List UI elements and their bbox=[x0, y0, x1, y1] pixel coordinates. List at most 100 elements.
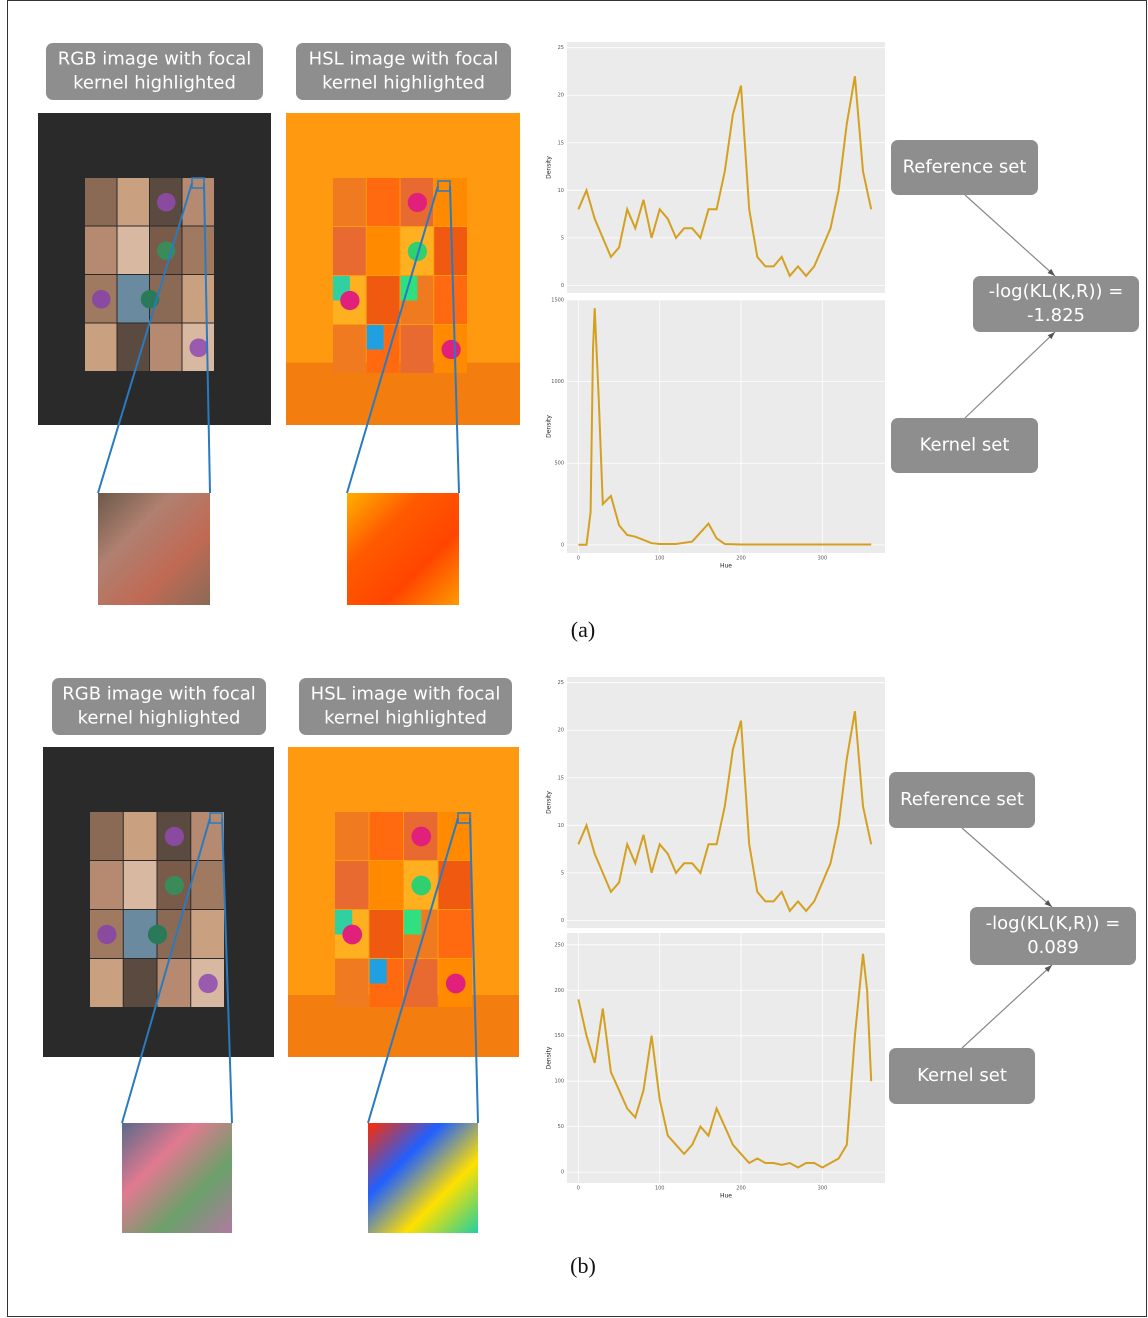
chip bbox=[198, 974, 217, 993]
y-tick-label: 250 bbox=[554, 942, 564, 948]
label-text: kernel highlighted bbox=[78, 708, 241, 729]
hsl-cell bbox=[333, 227, 366, 275]
y-tick-label: 1000 bbox=[551, 379, 564, 385]
hsl-cell bbox=[333, 178, 366, 226]
photo-cell bbox=[118, 227, 150, 275]
y-tick-label: 150 bbox=[554, 1033, 564, 1039]
hsl-cell bbox=[401, 325, 434, 373]
y-tick-label: 1500 bbox=[551, 298, 564, 304]
y-tick-label: 0 bbox=[561, 918, 564, 924]
photo-cell bbox=[150, 324, 182, 372]
y-tick-label: 100 bbox=[554, 1079, 564, 1085]
hsl-cell bbox=[367, 276, 400, 324]
chip bbox=[148, 925, 167, 944]
chip bbox=[441, 340, 460, 359]
photo-cell bbox=[118, 178, 150, 226]
photo-cell bbox=[183, 275, 215, 323]
x-tick-label: 300 bbox=[818, 1186, 828, 1192]
y-tick-label: 20 bbox=[558, 93, 564, 99]
chip bbox=[342, 925, 362, 945]
photo-cell bbox=[118, 324, 150, 372]
y-tick-label: 50 bbox=[558, 1124, 564, 1130]
caption: (a) bbox=[571, 617, 595, 642]
photo-cell bbox=[124, 959, 157, 1007]
photo-cell bbox=[90, 861, 123, 909]
x-axis-label: Hue bbox=[720, 563, 732, 570]
label-text: Kernel set bbox=[917, 1065, 1007, 1086]
photo-cell bbox=[191, 812, 224, 860]
y-tick-label: 20 bbox=[558, 728, 564, 734]
x-tick-label: 0 bbox=[577, 556, 580, 562]
hsl-cell bbox=[333, 325, 366, 373]
y-tick-label: 25 bbox=[558, 45, 564, 51]
hsl-cell bbox=[367, 178, 400, 226]
zoom-image bbox=[347, 493, 459, 605]
hsl-cell bbox=[370, 861, 404, 909]
label-text: Kernel set bbox=[920, 435, 1010, 456]
chip bbox=[189, 338, 208, 357]
hsl-cell bbox=[335, 959, 369, 1007]
photo-cell bbox=[124, 812, 157, 860]
label-text: Reference set bbox=[903, 157, 1027, 178]
chip bbox=[408, 193, 427, 212]
photo-cell bbox=[90, 812, 123, 860]
label-text: -log(KL(K,R)) = bbox=[986, 913, 1121, 934]
hsl-cell bbox=[370, 812, 404, 860]
photo-cell bbox=[85, 227, 117, 275]
hsl-cell bbox=[335, 861, 369, 909]
arrow bbox=[962, 965, 1052, 1048]
arrow bbox=[962, 828, 1052, 907]
arrow bbox=[965, 195, 1055, 276]
y-tick-label: 5 bbox=[561, 870, 564, 876]
y-tick-label: 10 bbox=[558, 188, 564, 194]
chip bbox=[165, 827, 184, 846]
hsl-cell bbox=[335, 812, 369, 860]
hsl-cell bbox=[434, 276, 467, 324]
y-axis-label: Density bbox=[546, 156, 553, 179]
y-tick-label: 15 bbox=[558, 140, 564, 146]
hsl-cell bbox=[367, 227, 400, 275]
plot-area bbox=[567, 933, 885, 1183]
chip bbox=[411, 876, 431, 896]
label-text: HSL image with focal bbox=[309, 49, 499, 70]
figure: RGB image with focal kernel highlighted HS… bbox=[0, 0, 1148, 1318]
x-tick-label: 200 bbox=[736, 1186, 746, 1192]
y-tick-label: 15 bbox=[558, 775, 564, 781]
y-tick-label: 5 bbox=[561, 235, 564, 241]
zoom-image bbox=[368, 1123, 478, 1233]
hsl-patch bbox=[401, 276, 418, 301]
hsl-patch bbox=[404, 910, 421, 935]
hsl-patch bbox=[367, 325, 384, 350]
chip bbox=[446, 974, 466, 994]
chip bbox=[340, 291, 359, 310]
chip bbox=[97, 925, 116, 944]
x-axis-label: Hue bbox=[720, 1193, 732, 1200]
label-text: kernel highlighted bbox=[73, 73, 236, 94]
photo-cell bbox=[191, 910, 224, 958]
chip bbox=[157, 193, 176, 212]
x-tick-label: 100 bbox=[655, 1186, 665, 1192]
y-tick-label: 500 bbox=[554, 461, 564, 467]
photo-cell bbox=[183, 227, 215, 275]
label-text: HSL image with focal bbox=[311, 684, 501, 705]
label-text: kernel highlighted bbox=[322, 73, 485, 94]
label-text: kernel highlighted bbox=[324, 708, 487, 729]
hsl-patch bbox=[370, 959, 387, 984]
y-tick-label: 200 bbox=[554, 988, 564, 994]
zoom-image bbox=[122, 1123, 232, 1233]
plot-area bbox=[567, 300, 885, 553]
hsl-cell bbox=[439, 910, 473, 958]
photo-cell bbox=[85, 324, 117, 372]
label-text: -1.825 bbox=[1027, 305, 1085, 326]
photo-cell bbox=[85, 178, 117, 226]
label-text: RGB image with focal bbox=[58, 49, 252, 70]
x-tick-label: 200 bbox=[736, 556, 746, 562]
y-tick-label: 10 bbox=[558, 823, 564, 829]
y-tick-label: 0 bbox=[561, 1170, 564, 1176]
zoom-image bbox=[98, 493, 210, 605]
caption: (b) bbox=[570, 1253, 596, 1278]
photo-cell bbox=[90, 959, 123, 1007]
y-tick-label: 25 bbox=[558, 680, 564, 686]
chip bbox=[165, 876, 184, 895]
x-tick-label: 300 bbox=[818, 556, 828, 562]
